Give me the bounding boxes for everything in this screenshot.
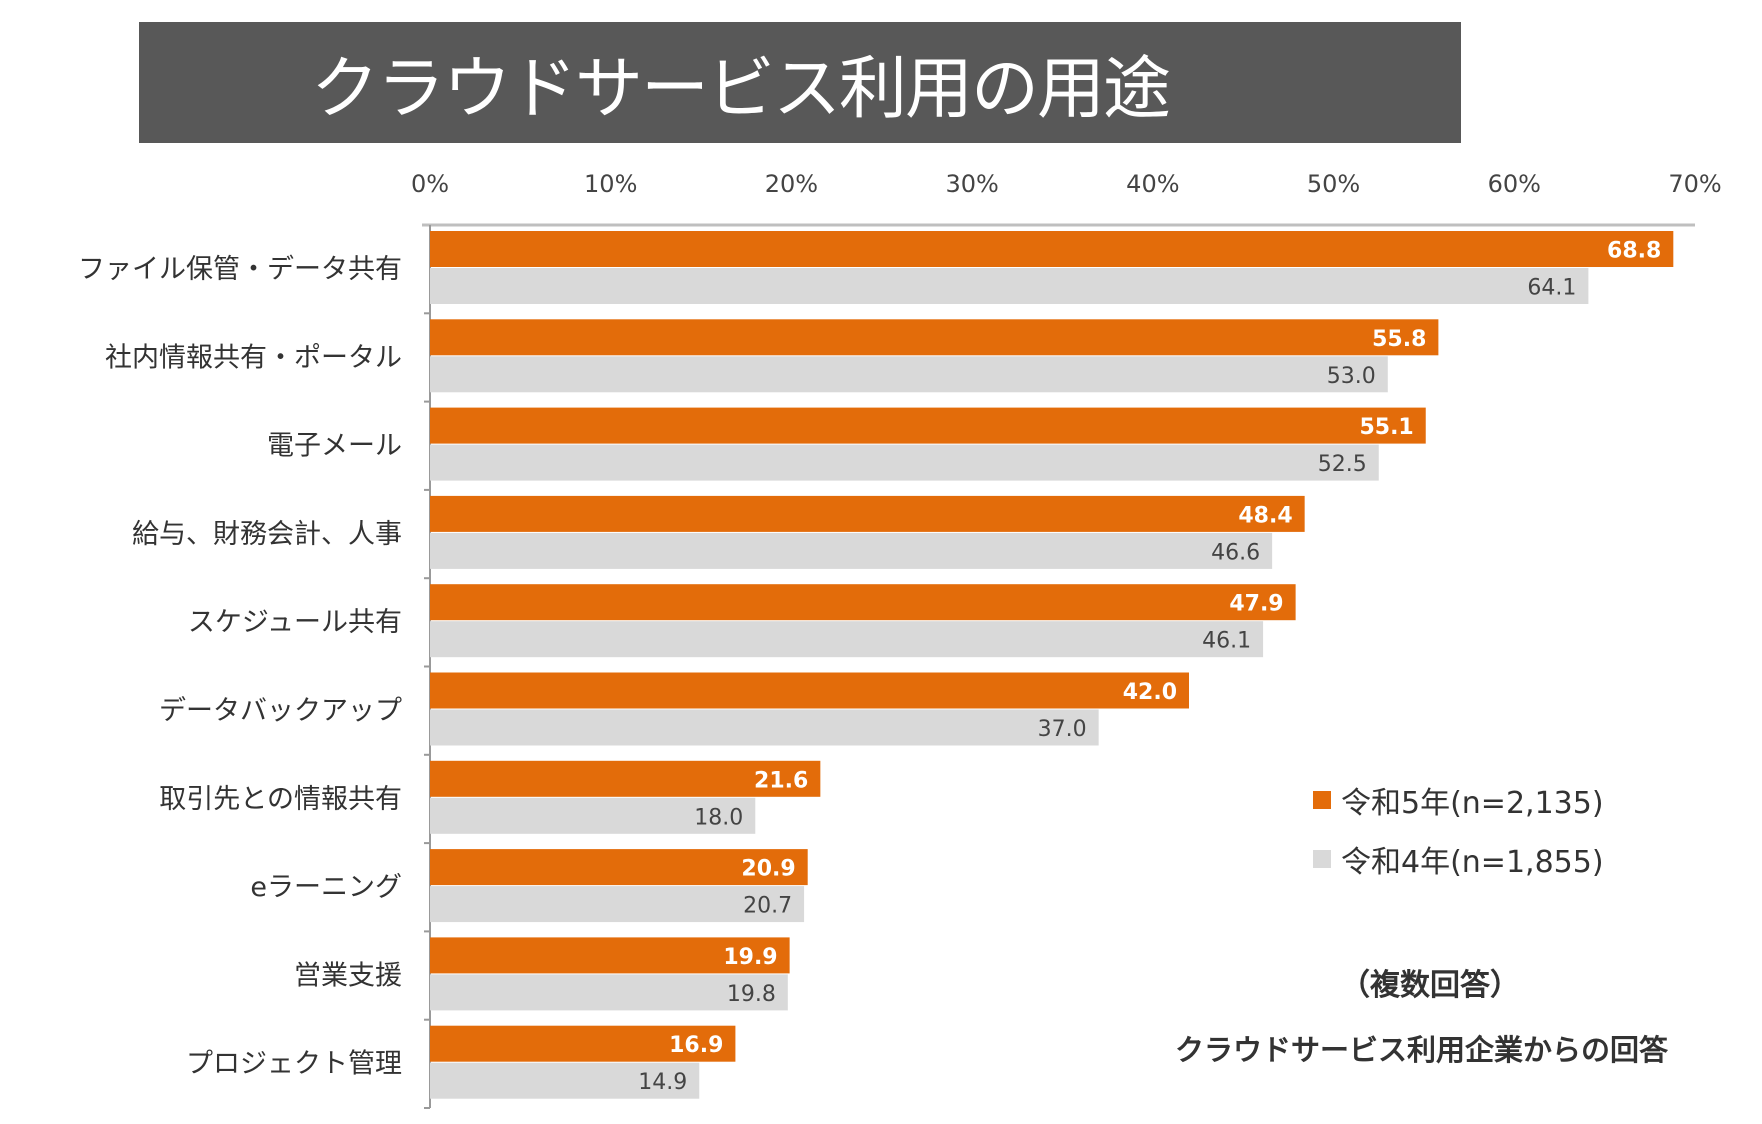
chart-title-banner: クラウドサービス利用の用途	[139, 22, 1461, 143]
data-label: 64.1	[1527, 276, 1576, 301]
category-label: 電子メール	[267, 431, 402, 462]
bar-r5	[430, 672, 1189, 709]
category-label: eラーニング	[250, 872, 402, 903]
legend-label: 令和5年(n=2,135)	[1341, 786, 1604, 821]
bar-r5	[430, 1025, 736, 1062]
category-label: 営業支援	[294, 960, 402, 991]
x-tick-label: 40%	[1126, 170, 1179, 198]
legend-item-r5: 令和5年(n=2,135)	[1313, 778, 1604, 822]
data-label: 48.4	[1238, 503, 1292, 528]
category-label: 取引先との情報共有	[159, 784, 402, 815]
bar-r5	[430, 849, 808, 886]
legend-label: 令和4年(n=1,855)	[1341, 845, 1604, 880]
bar-r5	[430, 495, 1305, 532]
data-label: 68.8	[1607, 239, 1661, 264]
bar-r5	[430, 760, 821, 797]
data-label: 21.6	[754, 768, 808, 793]
data-label: 16.9	[669, 1033, 723, 1058]
bar-r5	[430, 407, 1426, 444]
data-label: 42.0	[1123, 680, 1177, 705]
bar-r4	[430, 268, 1589, 304]
category-label: 給与、財務会計、人事	[132, 519, 402, 550]
note-multiple-answers: （複数回答）	[1340, 968, 1520, 1003]
data-label: 19.8	[727, 982, 776, 1007]
x-tick-label: 0%	[411, 170, 449, 198]
data-label: 52.5	[1318, 452, 1367, 477]
category-label: データバックアップ	[159, 696, 402, 727]
data-label: 46.6	[1211, 540, 1260, 565]
data-label: 53.0	[1327, 364, 1376, 389]
legend-item-r4: 令和4年(n=1,855)	[1313, 837, 1604, 881]
x-tick-label: 30%	[945, 170, 998, 198]
category-label: ファイル保管・データ共有	[78, 254, 402, 285]
legend-swatch	[1313, 850, 1331, 868]
bar-r4	[430, 356, 1388, 393]
category-label: プロジェクト管理	[186, 1049, 402, 1080]
data-label: 20.9	[741, 857, 795, 882]
bar-r4	[430, 974, 788, 1011]
category-label: スケジュール共有	[188, 607, 402, 638]
x-tick-label: 60%	[1488, 170, 1541, 198]
note-respondents: クラウドサービス利用企業からの回答	[1175, 1033, 1669, 1067]
data-label: 18.0	[694, 805, 743, 830]
bar-r5	[430, 584, 1296, 621]
chart-title: クラウドサービス利用の用途	[310, 50, 1171, 129]
data-label: 46.1	[1202, 629, 1251, 654]
bar-r4	[430, 532, 1273, 569]
x-tick-label: 20%	[765, 170, 818, 198]
x-tick-label: 70%	[1668, 170, 1721, 198]
bar-r4	[430, 797, 756, 834]
bar-r4	[430, 709, 1099, 746]
data-label: 20.7	[743, 894, 792, 919]
category-label: 社内情報共有・ポータル	[105, 342, 402, 373]
bar-r4	[430, 621, 1264, 658]
bar-r4	[430, 886, 805, 923]
bar-r4	[430, 1062, 700, 1099]
x-tick-label: 50%	[1307, 170, 1360, 198]
bar-r5	[430, 937, 790, 974]
x-tick-label: 10%	[584, 170, 637, 198]
data-label: 14.9	[638, 1070, 687, 1095]
data-label: 55.8	[1372, 327, 1426, 352]
data-label: 47.9	[1229, 592, 1283, 617]
data-label: 55.1	[1359, 415, 1413, 440]
bar-r5	[430, 319, 1439, 356]
data-label: 19.9	[723, 945, 777, 970]
legend-swatch	[1313, 791, 1331, 809]
bar-r5	[430, 231, 1674, 267]
bar-r4	[430, 444, 1379, 481]
data-label: 37.0	[1038, 717, 1087, 742]
